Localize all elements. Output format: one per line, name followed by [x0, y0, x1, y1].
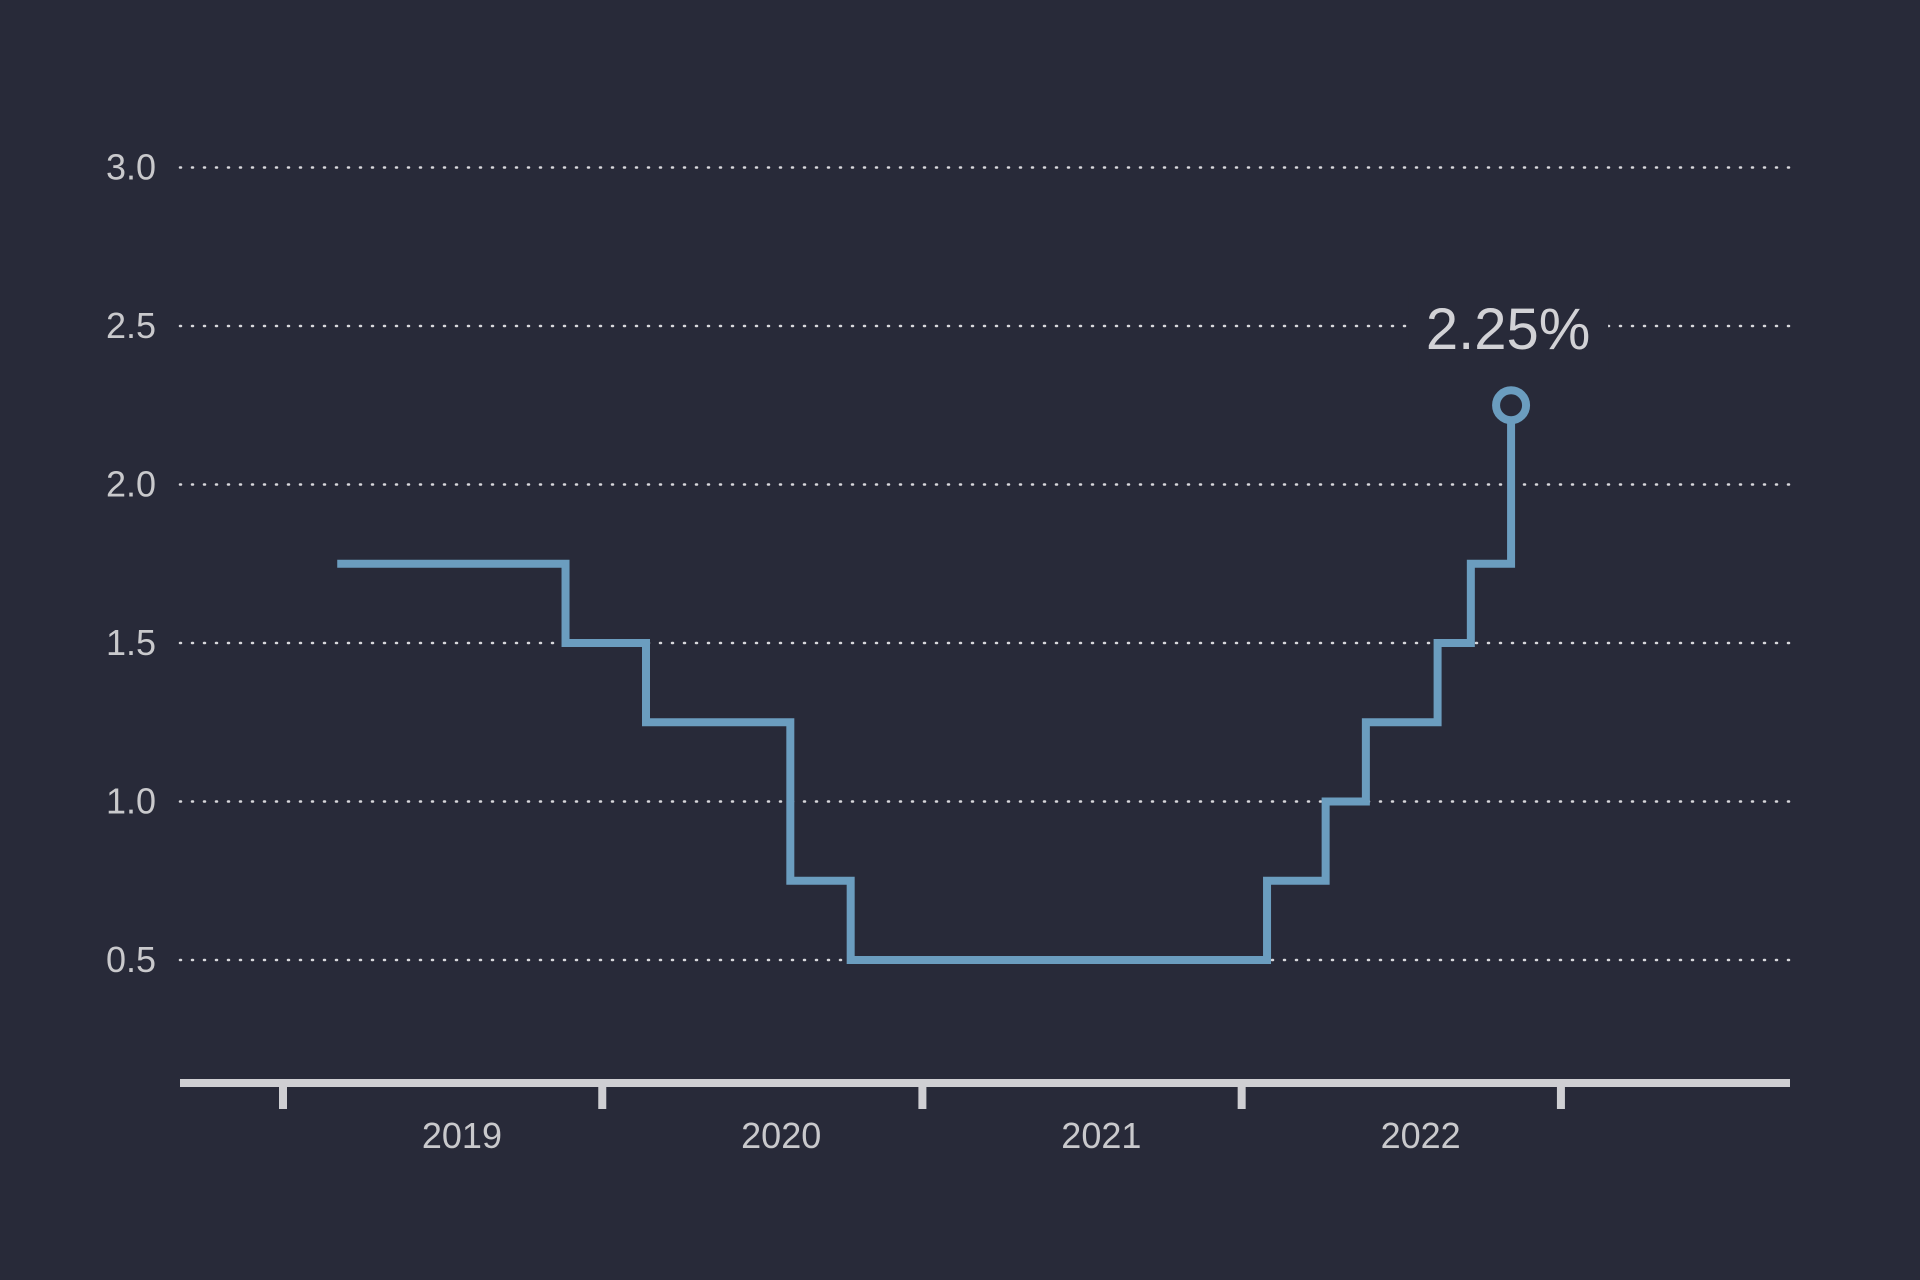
y-axis-tick-labels: 0.5 1.0 1.5 2.0 2.5 3.0 — [106, 147, 156, 981]
y-tick-label: 1.0 — [106, 781, 156, 822]
annotation-layer: 2.25% — [1408, 290, 1609, 370]
x-tick-label: 2020 — [741, 1115, 821, 1156]
y-tick-label: 3.0 — [106, 147, 156, 188]
x-tick-label: 2022 — [1381, 1115, 1461, 1156]
y-tick-label: 0.5 — [106, 939, 156, 980]
x-tick-label: 2021 — [1061, 1115, 1141, 1156]
series-layer — [337, 386, 1531, 964]
end-point-marker — [1492, 386, 1531, 425]
y-tick-label: 1.5 — [106, 622, 156, 663]
x-axis — [180, 1079, 1790, 1109]
x-axis-tick-labels: 2019 2020 2021 2022 — [422, 1115, 1461, 1156]
y-tick-label: 2.0 — [106, 464, 156, 505]
y-tick-label: 2.5 — [106, 305, 156, 346]
annotation-background — [1408, 290, 1609, 370]
series-line — [337, 405, 1516, 964]
latest-value-label: 2.25% — [1426, 297, 1590, 362]
x-tick-label: 2019 — [422, 1115, 502, 1156]
